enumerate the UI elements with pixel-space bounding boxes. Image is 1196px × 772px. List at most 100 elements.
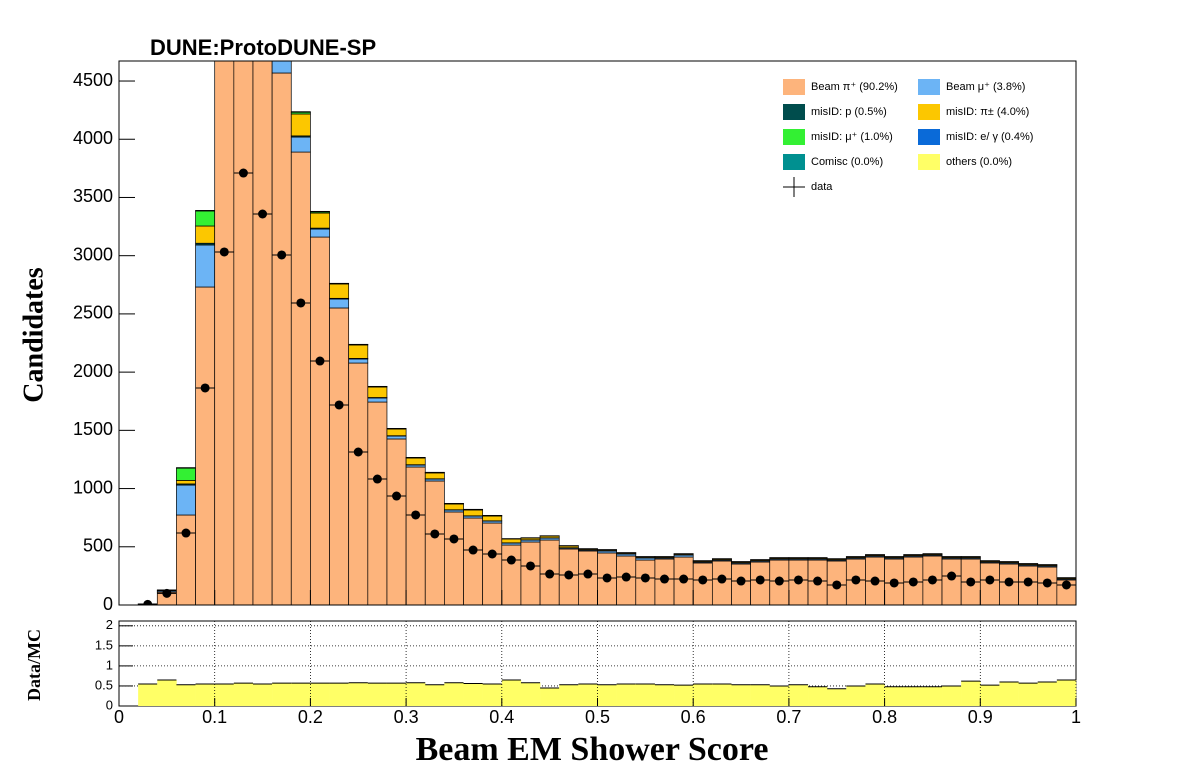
ratio-bar [980, 685, 1000, 706]
ratio-bar [769, 685, 790, 706]
data-point [411, 510, 421, 520]
ratio-bar [788, 684, 809, 706]
stack-segment [348, 358, 369, 364]
stack-segment [386, 438, 407, 605]
ratio-bar [310, 683, 330, 706]
ratio-bar [1037, 681, 1058, 706]
stack-segment [405, 457, 426, 466]
data-point [947, 571, 957, 581]
legend-swatch [783, 104, 805, 120]
data-point [889, 578, 899, 588]
y-tick-label: 1.5 [95, 637, 113, 652]
legend-label: Beam μ⁺ (3.8%) [946, 81, 1025, 93]
data-point [698, 575, 708, 585]
ratio-bar [693, 683, 713, 706]
stack-segment [329, 298, 350, 309]
ratio-bar [884, 686, 905, 706]
stack-segment [463, 517, 484, 605]
legend-label: misID: μ⁺ (1.0%) [811, 131, 893, 143]
ratio-bar [616, 683, 637, 706]
x-axis-label: Beam EM Shower Score [416, 731, 769, 768]
stack-segment [253, 0, 272, 11]
data-point [813, 576, 823, 586]
ratio-bar [712, 683, 732, 706]
data-point [1004, 577, 1014, 587]
legend-label: Comisc (0.0%) [811, 156, 883, 168]
x-tick-label: 0.3 [394, 707, 419, 727]
ratio-bar [922, 686, 943, 706]
ratio-bar [597, 684, 617, 706]
data-point [200, 383, 210, 393]
y-tick-label: 1000 [73, 477, 113, 497]
ratio-bar [540, 687, 560, 706]
data-point [334, 400, 344, 410]
stack-segment [348, 344, 369, 359]
legend-label: others (0.0%) [946, 156, 1012, 168]
legend-swatch [783, 129, 805, 145]
stack-segment [941, 558, 962, 605]
stack-segment [463, 509, 484, 517]
y-tick-label: 2 [106, 617, 113, 632]
ratio-bar [501, 679, 522, 706]
stack-segment [501, 544, 522, 605]
ratio-bar [176, 684, 196, 706]
stack-segment [482, 515, 503, 522]
data-point [985, 575, 995, 585]
ratio-bar [999, 681, 1019, 706]
legend-label: misID: π± (4.0%) [946, 106, 1029, 118]
y-tick-label: 2500 [73, 303, 113, 323]
ratio-bar [233, 683, 254, 706]
stack-segment [214, 61, 235, 605]
y-tick-label: 1500 [73, 419, 113, 439]
data-point [1042, 578, 1052, 588]
ratio-bar [272, 683, 292, 706]
ratio-y-label: Data/MC [24, 629, 44, 701]
data-point [258, 209, 268, 219]
stack-segment [635, 559, 656, 605]
stack-segment [348, 362, 369, 605]
ratio-bar [827, 688, 847, 706]
stack-segment [405, 466, 426, 605]
data-point [219, 247, 229, 257]
stack-segment [271, 72, 292, 605]
data-point [296, 298, 306, 308]
stack-segment [176, 484, 196, 516]
data-point [755, 575, 765, 585]
data-point [927, 575, 937, 585]
x-tick-label: 0.4 [489, 707, 514, 727]
stack-segment [176, 467, 196, 481]
y-tick-label: 4000 [73, 128, 113, 148]
stack-segment [195, 210, 216, 212]
legend-label: Beam π⁺ (90.2%) [811, 81, 898, 93]
stack-segment [520, 541, 541, 605]
y-tick-label: 0 [106, 697, 113, 712]
data-point [717, 574, 727, 584]
ratio-bar [674, 685, 694, 706]
ratio-bar [961, 681, 981, 706]
data-point [526, 561, 536, 571]
ratio-bar [252, 683, 273, 706]
ratio-bar [138, 683, 158, 706]
ratio-bar [348, 682, 369, 706]
data-point [545, 569, 555, 579]
y-tick-label: 2000 [73, 361, 113, 381]
data-point [238, 168, 248, 178]
ratio-bar [291, 683, 311, 706]
data-point [851, 575, 861, 585]
stack-segment [310, 212, 330, 229]
ratio-bar [865, 683, 885, 706]
ratio-bar [482, 683, 503, 706]
stack-segment [329, 283, 350, 299]
stack-segment [444, 503, 464, 511]
ratio-bar [444, 682, 464, 706]
ratio-bar [846, 685, 866, 706]
legend-label: data [811, 181, 833, 193]
data-point [449, 534, 459, 544]
stack-segment [310, 228, 330, 238]
y-axis-label: Candidates [18, 267, 49, 402]
data-point [506, 555, 516, 565]
x-tick-label: 0.2 [298, 707, 323, 727]
data-point [621, 572, 631, 582]
legend-swatch [918, 104, 940, 120]
